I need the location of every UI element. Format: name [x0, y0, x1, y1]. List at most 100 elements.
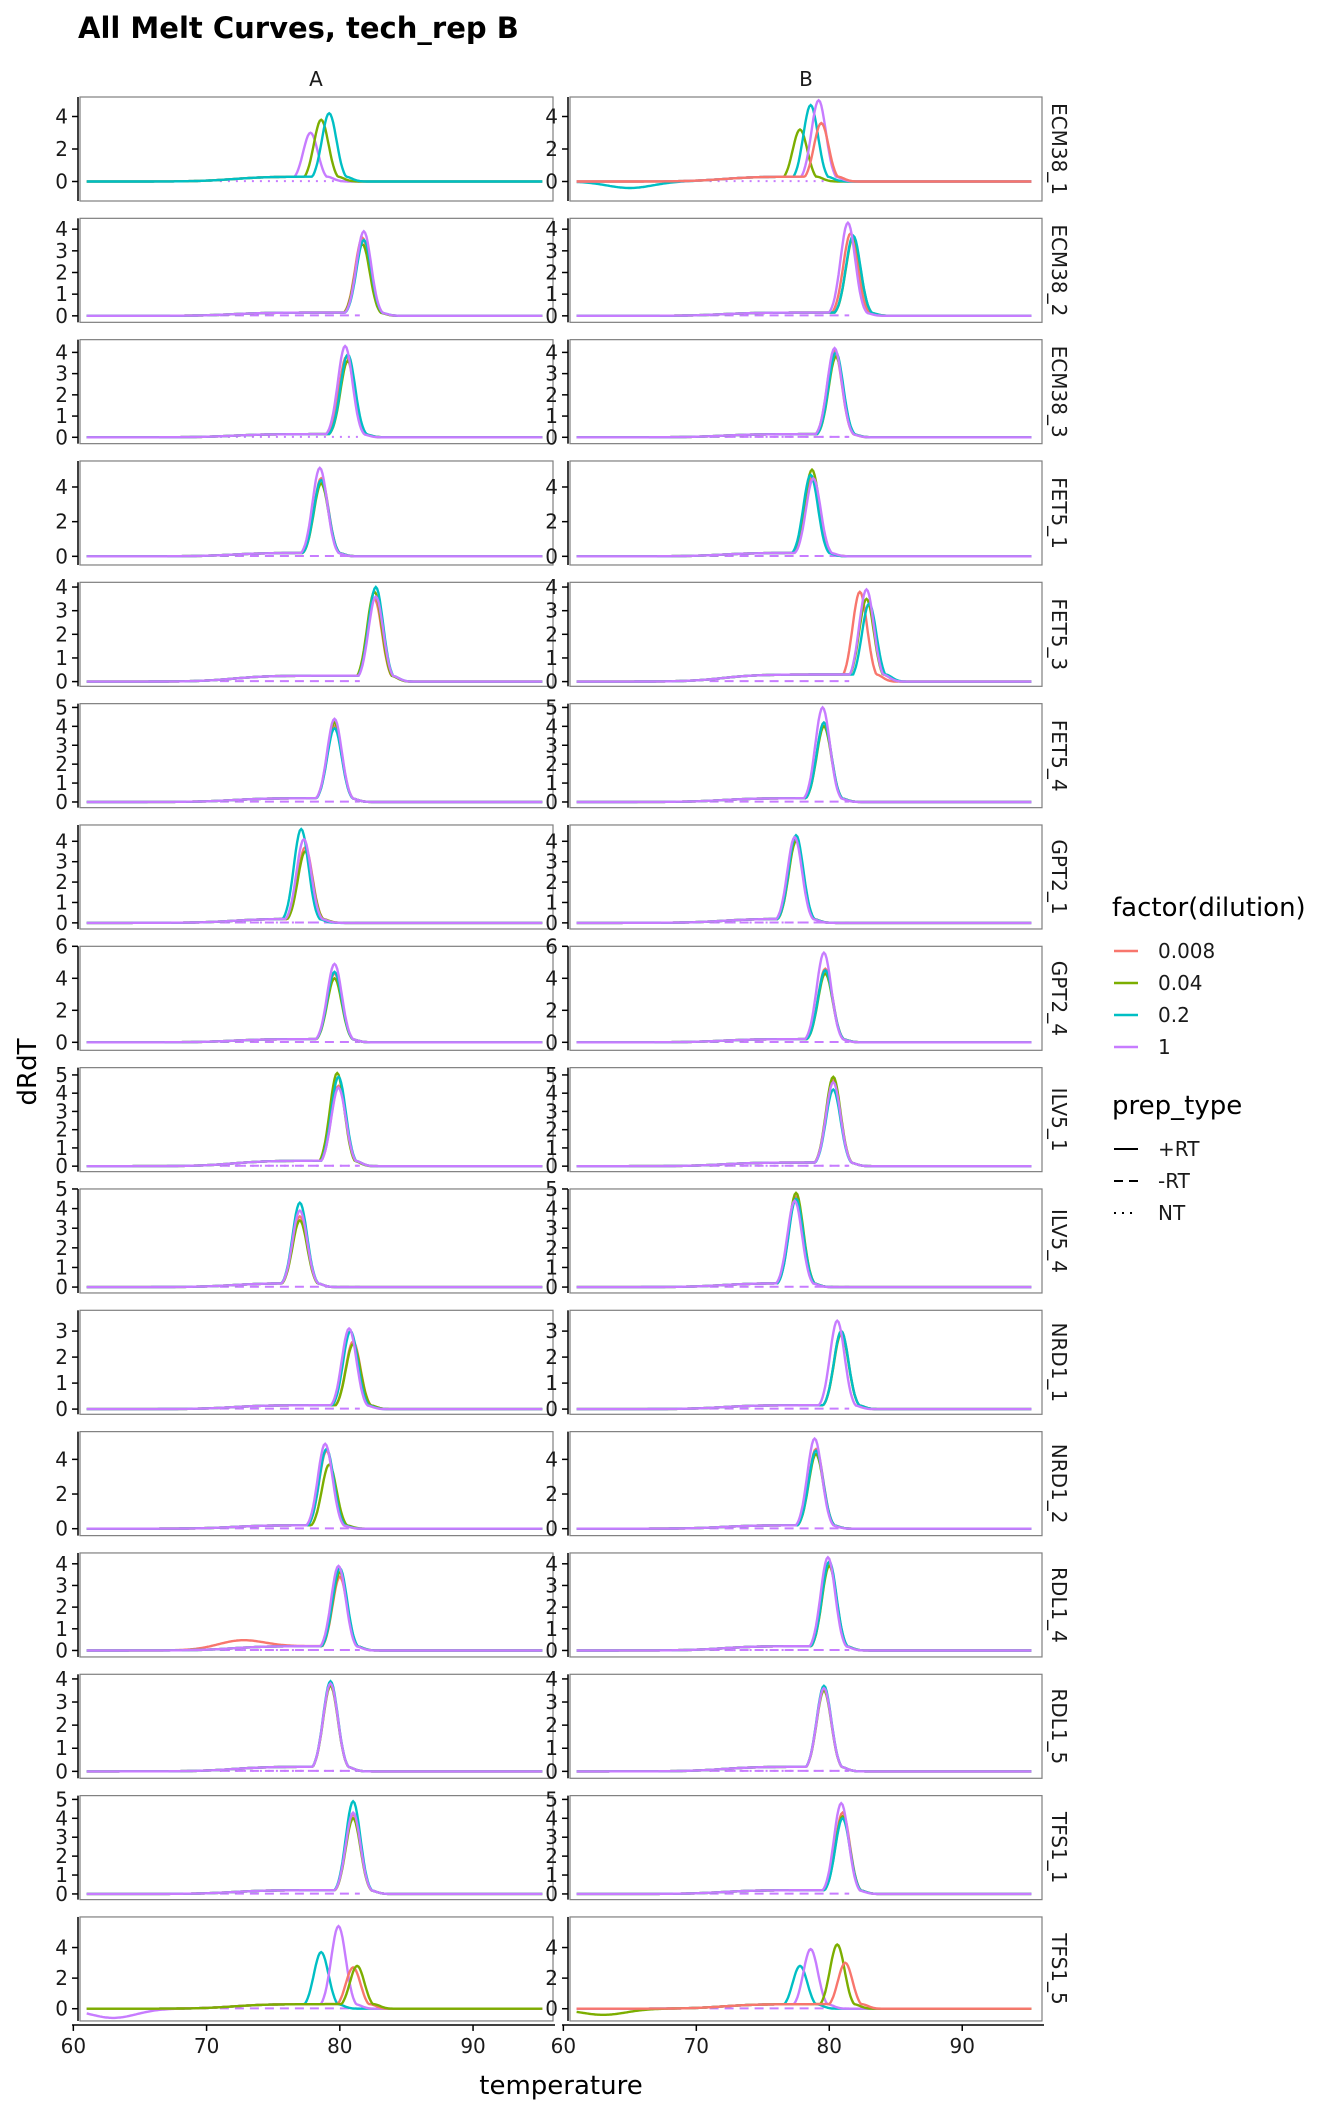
- y-tick-label: 2: [55, 1236, 68, 1260]
- panel-ecm38-1-b: 0 2 4: [545, 96, 1043, 202]
- panel-nrd1-2-b: 0 2 4: [545, 1431, 1043, 1541]
- y-tick-label: 1: [55, 890, 68, 914]
- y-tick-label: 3: [545, 1825, 558, 1849]
- melt-curve-1: [576, 705, 1032, 804]
- melt-curve-1: [86, 1086, 543, 1168]
- y-tick-label: 0: [545, 1397, 558, 1421]
- y-tick-label: 3: [55, 733, 68, 757]
- y-tick-label: 0: [55, 304, 68, 328]
- melt-curve-1: [576, 835, 1032, 925]
- row-strip-tfs1-1: TFS1_1: [1047, 1811, 1071, 1884]
- x-tick-label: 70: [684, 2034, 709, 2058]
- y-tick-label: 0: [55, 1759, 68, 1783]
- y-tick-label: 2: [545, 1713, 558, 1737]
- y-tick-label: 4: [545, 1667, 558, 1691]
- y-tick-label: 3: [545, 239, 558, 263]
- melt-curve-1: [86, 1564, 543, 1652]
- panel-border: [569, 1067, 1043, 1173]
- y-tick-label: 0: [545, 1997, 558, 2021]
- column-strip-a: A: [309, 67, 323, 91]
- melt-curve-1: [576, 1555, 1032, 1652]
- y-tick-label: 0: [545, 1759, 558, 1783]
- y-tick-label: 4: [55, 1936, 68, 1960]
- y-tick-label: 0: [55, 170, 68, 194]
- y-tick-label: 0: [55, 1397, 68, 1421]
- x-tick-label: 80: [327, 2034, 352, 2058]
- y-tick-label: 4: [545, 217, 558, 241]
- panel-border: [79, 1309, 554, 1415]
- y-tick-label: 3: [55, 362, 68, 386]
- x-tick-label: 70: [194, 2034, 219, 2058]
- y-tick-label: 2: [545, 383, 558, 407]
- chart-title: All Melt Curves, tech_rep B: [78, 11, 519, 45]
- y-tick-label: 0: [545, 670, 558, 694]
- melt-curve-1: [576, 1801, 1032, 1896]
- x-tick-label: 80: [817, 2034, 842, 2058]
- y-tick-label: 2: [545, 260, 558, 284]
- y-tick-label: 0: [55, 1638, 68, 1662]
- melt-curve-1: [86, 1681, 543, 1773]
- panel-border: [79, 1552, 554, 1658]
- y-tick-label: 4: [545, 575, 558, 599]
- x-tick-label: 90: [949, 2034, 974, 2058]
- y-tick-label: 6: [545, 934, 558, 958]
- y-tick-label: 0: [55, 425, 68, 449]
- panel-border: [569, 945, 1043, 1051]
- y-tick-label: 1: [545, 1371, 558, 1395]
- y-tick-label: 0: [545, 790, 558, 814]
- legend-colour-title: factor(dilution): [1112, 893, 1306, 923]
- y-tick-label: 2: [545, 1118, 558, 1142]
- y-tick-label: 1: [545, 1863, 558, 1887]
- y-tick-label: 4: [55, 217, 68, 241]
- y-tick-label: 4: [55, 1552, 68, 1576]
- y-tick-label: 1: [55, 1617, 68, 1641]
- y-tick-label: 4: [545, 1936, 558, 1960]
- y-tick-label: 0: [55, 1275, 68, 1299]
- y-tick-label: 1: [55, 1371, 68, 1395]
- panel-border: [569, 824, 1043, 930]
- y-tick-label: 3: [545, 1319, 558, 1343]
- melt-curve-1: [576, 476, 1032, 558]
- y-tick-label: 3: [55, 1319, 68, 1343]
- y-tick-label: 3: [55, 239, 68, 263]
- y-tick-label: 4: [545, 1447, 558, 1471]
- y-tick-label: 4: [55, 1447, 68, 1471]
- y-tick-label: 2: [55, 998, 68, 1022]
- y-tick-label: 5: [545, 695, 558, 719]
- y-tick-label: 4: [545, 105, 558, 129]
- y-tick-label: 2: [545, 1236, 558, 1260]
- panel-tfs1-5-b: 0 2 4: [545, 1916, 1043, 2022]
- y-tick-label: 4: [545, 966, 558, 990]
- y-tick-label: 2: [545, 870, 558, 894]
- row-strip-fet5-4: FET5_4: [1047, 720, 1071, 792]
- y-tick-label: 3: [545, 850, 558, 874]
- melt-curve-1: [86, 229, 543, 317]
- y-tick-label: 3: [545, 1099, 558, 1123]
- y-tick-label: 0: [545, 1638, 558, 1662]
- y-tick-label: 0: [55, 1882, 68, 1906]
- y-tick-label: 3: [55, 599, 68, 623]
- y-tick-label: 0: [55, 544, 68, 568]
- melt-curve-1: [576, 1436, 1032, 1530]
- y-tick-label: 1: [55, 404, 68, 428]
- legend-label: 0.2: [1158, 1003, 1190, 1027]
- y-tick-label: 2: [55, 622, 68, 646]
- x-tick-label: 90: [460, 2034, 485, 2058]
- legend-linetype: prep_type +RT -RT NT: [1112, 1091, 1242, 1225]
- y-tick-label: 1: [545, 1136, 558, 1160]
- y-tick-label: 2: [545, 1966, 558, 1990]
- y-tick-label: 2: [545, 1482, 558, 1506]
- panel-border: [79, 703, 554, 809]
- y-tick-label: 4: [55, 475, 68, 499]
- panel-border: [79, 217, 554, 323]
- y-tick-label: 3: [55, 1825, 68, 1849]
- melt-curve-0p008: [576, 1961, 1032, 2010]
- y-tick-label: 0: [545, 911, 558, 935]
- melt-curve-0p2: [86, 111, 543, 183]
